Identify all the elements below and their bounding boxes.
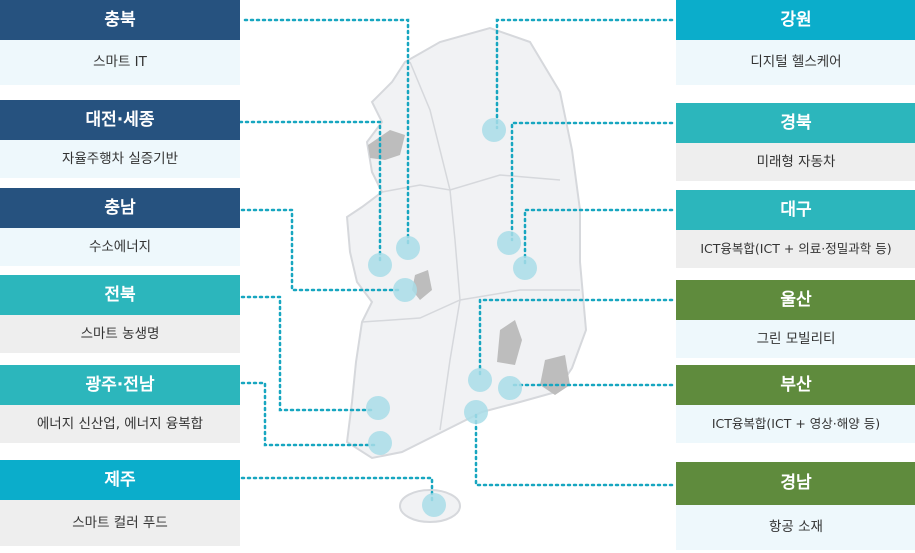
region-title: 충북 <box>0 0 240 40</box>
region-markers <box>366 118 537 517</box>
region-card-gangwon: 강원 디지털 헬스케어 <box>676 0 915 85</box>
region-industry: 수소에너지 <box>0 228 240 266</box>
region-card-daegu: 대구 ICT융복합(ICT + 의료·정밀과학 등) <box>676 190 915 268</box>
region-title: 강원 <box>676 0 915 40</box>
region-title: 대전·세종 <box>0 100 240 140</box>
region-industry: 스마트 컬러 푸드 <box>0 500 240 546</box>
region-card-gyeongbuk: 경북 미래형 자동차 <box>676 103 915 181</box>
region-card-gwangju-jeonnam: 광주·전남 에너지 신산업, 에너지 융복합 <box>0 365 240 443</box>
region-industry: ICT융복합(ICT + 영상·해양 등) <box>676 405 915 443</box>
region-title: 충남 <box>0 188 240 228</box>
region-card-gyeongnam: 경남 항공 소재 <box>676 462 915 550</box>
region-card-ulsan: 울산 그린 모빌리티 <box>676 280 915 358</box>
region-industry: 에너지 신산업, 에너지 융복합 <box>0 405 240 443</box>
region-title: 제주 <box>0 460 240 500</box>
region-card-jeonbuk: 전북 스마트 농생명 <box>0 275 240 353</box>
region-card-chungbuk: 충북 스마트 IT <box>0 0 240 85</box>
region-industry: 그린 모빌리티 <box>676 320 915 358</box>
region-title: 전북 <box>0 275 240 315</box>
mainland-shape <box>345 26 588 460</box>
region-card-daejeon-sejong: 대전·세종 자율주행차 실증기반 <box>0 100 240 178</box>
region-title: 부산 <box>676 365 915 405</box>
region-industry: 자율주행차 실증기반 <box>0 140 240 178</box>
region-industry: 스마트 농생명 <box>0 315 240 353</box>
connector-lines <box>238 18 674 502</box>
region-card-chungnam: 충남 수소에너지 <box>0 188 240 266</box>
region-card-busan: 부산 ICT융복합(ICT + 영상·해양 등) <box>676 365 915 443</box>
daejeon-area <box>412 270 432 300</box>
region-title: 울산 <box>676 280 915 320</box>
seoul-area <box>368 130 405 160</box>
region-industry: ICT융복합(ICT + 의료·정밀과학 등) <box>676 230 915 268</box>
region-industry: 디지털 헬스케어 <box>676 40 915 85</box>
region-industry: 스마트 IT <box>0 40 240 85</box>
region-industry: 미래형 자동차 <box>676 143 915 181</box>
region-title: 경북 <box>676 103 915 143</box>
region-card-jeju: 제주 스마트 컬러 푸드 <box>0 460 240 546</box>
region-title: 경남 <box>676 462 915 505</box>
region-title: 대구 <box>676 190 915 230</box>
region-title: 광주·전남 <box>0 365 240 405</box>
daegu-area <box>497 320 522 365</box>
region-industry: 항공 소재 <box>676 505 915 550</box>
